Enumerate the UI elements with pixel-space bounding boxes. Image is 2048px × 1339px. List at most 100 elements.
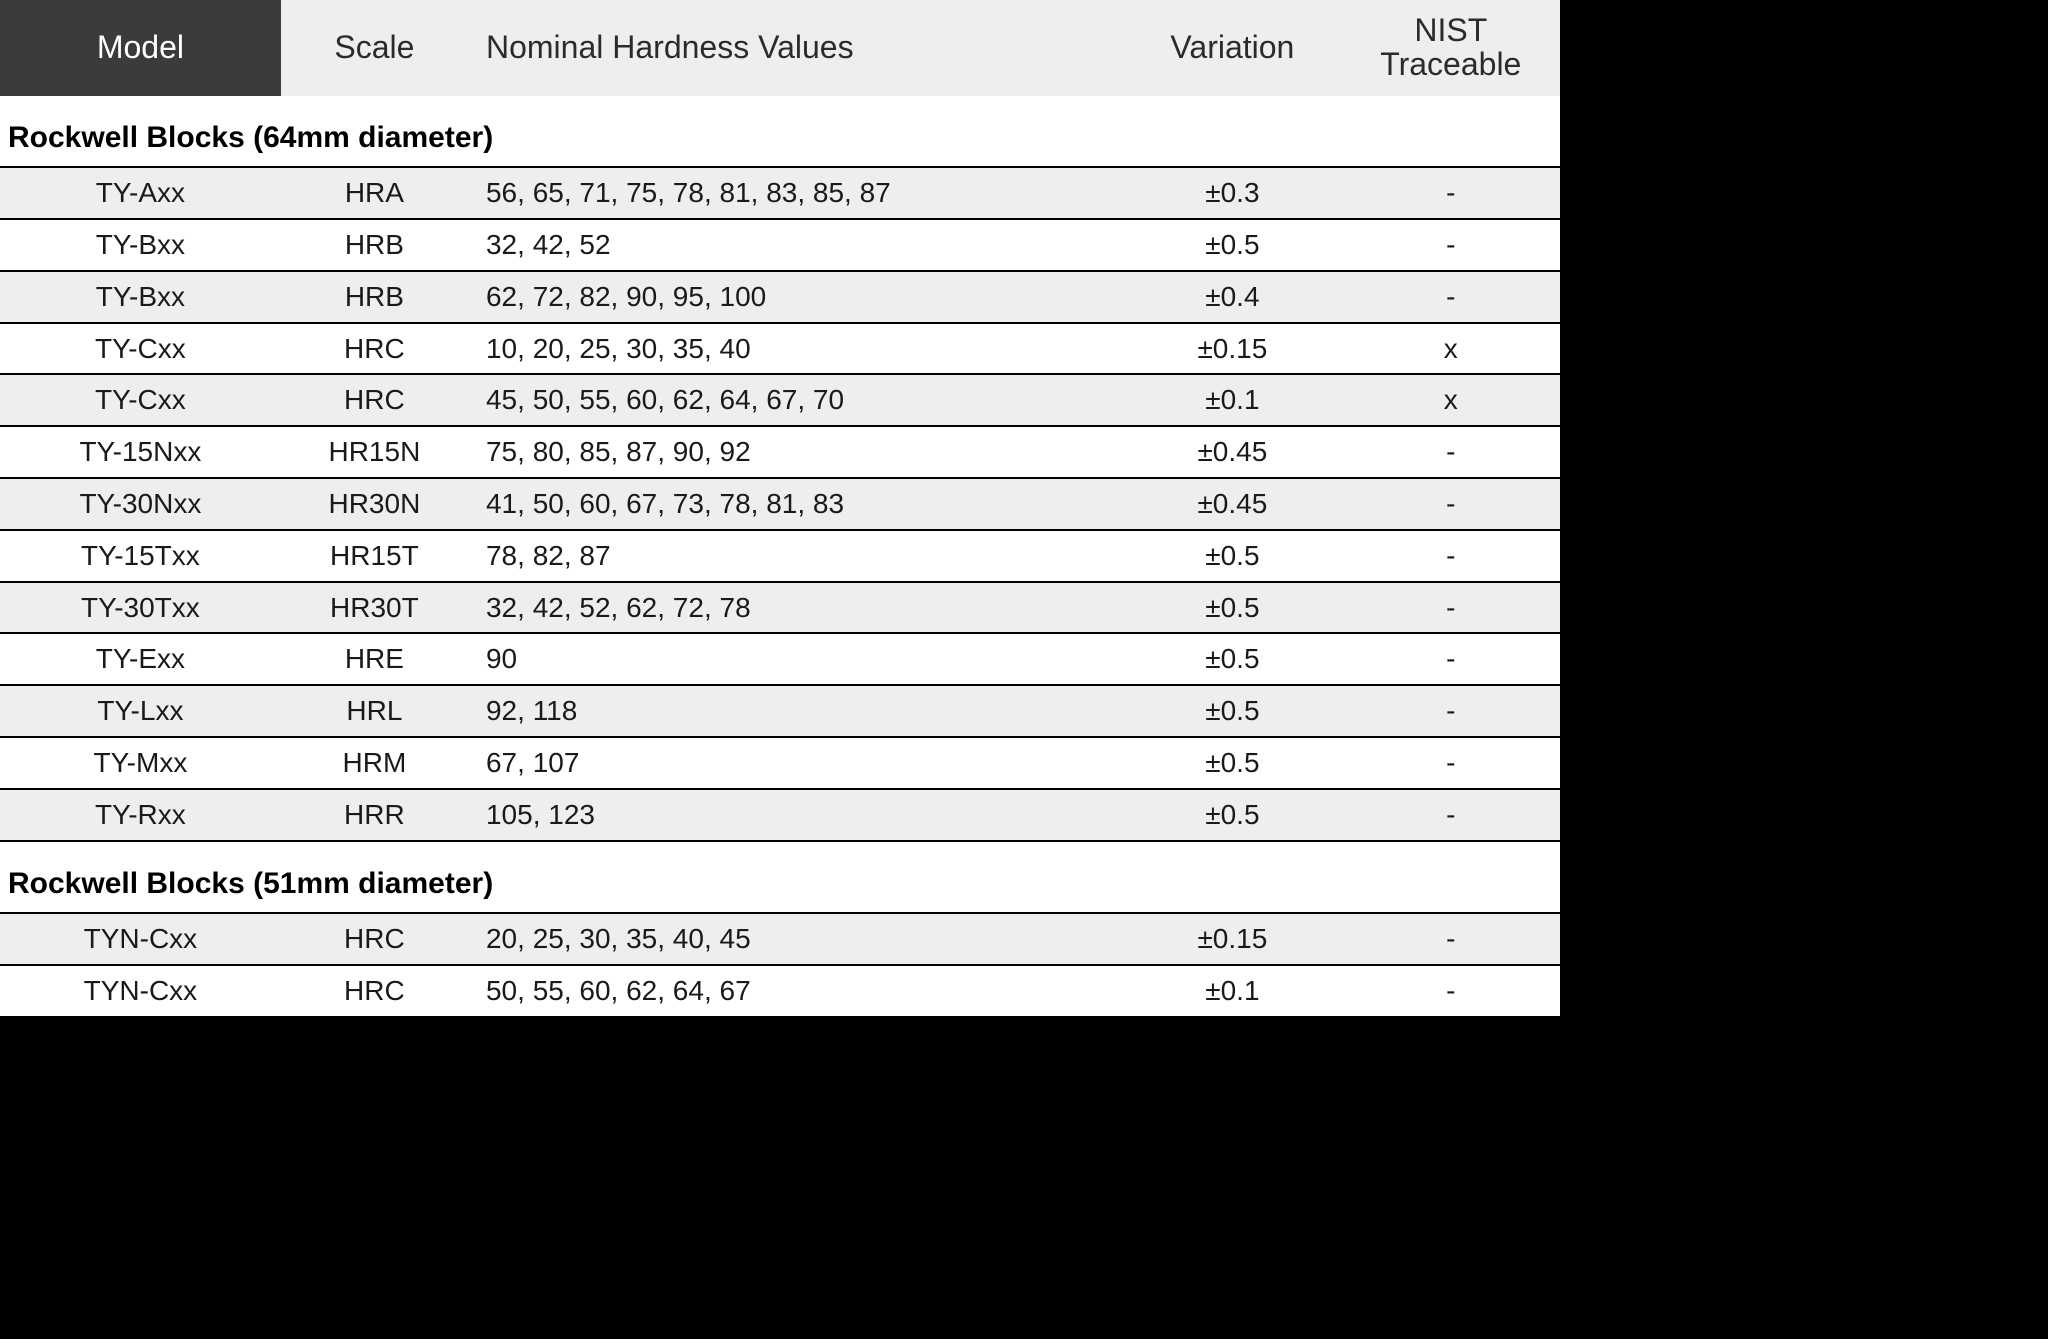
cell-scale: HRE [281, 634, 468, 686]
cell-model: TYN-Cxx [0, 966, 281, 1018]
cell-nist: - [1342, 583, 1560, 635]
cell-model: TY-30Txx [0, 583, 281, 635]
cell-nist: - [1342, 634, 1560, 686]
table-row: TY-15TxxHR15T78, 82, 87±0.5- [0, 531, 1560, 583]
table-row: TY-15NxxHR15N75, 80, 85, 87, 90, 92±0.45… [0, 427, 1560, 479]
table-row: TY-AxxHRA56, 65, 71, 75, 78, 81, 83, 85,… [0, 168, 1560, 220]
cell-model: TY-Cxx [0, 324, 281, 376]
cell-nist: - [1342, 531, 1560, 583]
cell-nist: - [1342, 914, 1560, 966]
cell-variation: ±0.1 [1123, 375, 1341, 427]
hardness-table-container: Model Scale Nominal Hardness Values Vari… [0, 0, 1560, 1018]
cell-values: 78, 82, 87 [468, 531, 1123, 583]
cell-scale: HRC [281, 914, 468, 966]
cell-model: TYN-Cxx [0, 914, 281, 966]
table-row: TY-CxxHRC45, 50, 55, 60, 62, 64, 67, 70±… [0, 375, 1560, 427]
cell-scale: HR30T [281, 583, 468, 635]
cell-values: 45, 50, 55, 60, 62, 64, 67, 70 [468, 375, 1123, 427]
cell-model: TY-Axx [0, 168, 281, 220]
col-header-scale: Scale [281, 0, 468, 96]
table-row: TY-BxxHRB62, 72, 82, 90, 95, 100±0.4- [0, 272, 1560, 324]
cell-variation: ±0.5 [1123, 583, 1341, 635]
cell-values: 75, 80, 85, 87, 90, 92 [468, 427, 1123, 479]
cell-scale: HRB [281, 220, 468, 272]
cell-values: 20, 25, 30, 35, 40, 45 [468, 914, 1123, 966]
cell-nist: x [1342, 375, 1560, 427]
cell-nist: - [1342, 738, 1560, 790]
cell-variation: ±0.5 [1123, 634, 1341, 686]
cell-values: 32, 42, 52 [468, 220, 1123, 272]
cell-scale: HRC [281, 966, 468, 1018]
cell-values: 90 [468, 634, 1123, 686]
table-row: TY-30NxxHR30N41, 50, 60, 67, 73, 78, 81,… [0, 479, 1560, 531]
table-row: TY-ExxHRE90±0.5- [0, 634, 1560, 686]
cell-variation: ±0.45 [1123, 427, 1341, 479]
cell-values: 67, 107 [468, 738, 1123, 790]
cell-values: 92, 118 [468, 686, 1123, 738]
cell-scale: HR15T [281, 531, 468, 583]
table-row: TYN-CxxHRC20, 25, 30, 35, 40, 45±0.15- [0, 914, 1560, 966]
cell-variation: ±0.15 [1123, 914, 1341, 966]
cell-scale: HRB [281, 272, 468, 324]
table-row: TY-RxxHRR105, 123±0.5- [0, 790, 1560, 842]
hardness-table: Model Scale Nominal Hardness Values Vari… [0, 0, 1560, 1018]
cell-variation: ±0.5 [1123, 790, 1341, 842]
cell-nist: - [1342, 220, 1560, 272]
cell-values: 56, 65, 71, 75, 78, 81, 83, 85, 87 [468, 168, 1123, 220]
section-title: Rockwell Blocks (64mm diameter) [0, 96, 1560, 169]
cell-values: 32, 42, 52, 62, 72, 78 [468, 583, 1123, 635]
cell-model: TY-Lxx [0, 686, 281, 738]
cell-model: TY-Cxx [0, 375, 281, 427]
cell-variation: ±0.45 [1123, 479, 1341, 531]
cell-values: 105, 123 [468, 790, 1123, 842]
cell-scale: HR15N [281, 427, 468, 479]
cell-scale: HRR [281, 790, 468, 842]
cell-nist: - [1342, 427, 1560, 479]
cell-nist: - [1342, 686, 1560, 738]
cell-variation: ±0.5 [1123, 738, 1341, 790]
section-title-row: Rockwell Blocks (64mm diameter) [0, 96, 1560, 169]
cell-scale: HRL [281, 686, 468, 738]
cell-model: TY-30Nxx [0, 479, 281, 531]
cell-model: TY-15Txx [0, 531, 281, 583]
cell-values: 10, 20, 25, 30, 35, 40 [468, 324, 1123, 376]
table-row: TY-30TxxHR30T32, 42, 52, 62, 72, 78±0.5- [0, 583, 1560, 635]
col-header-model: Model [0, 0, 281, 96]
cell-scale: HRC [281, 324, 468, 376]
cell-nist: - [1342, 966, 1560, 1018]
cell-model: TY-Bxx [0, 272, 281, 324]
cell-variation: ±0.15 [1123, 324, 1341, 376]
col-header-variation: Variation [1123, 0, 1341, 96]
cell-scale: HRC [281, 375, 468, 427]
cell-model: TY-Rxx [0, 790, 281, 842]
col-header-nist-line2: Traceable [1380, 46, 1521, 82]
table-row: TYN-CxxHRC50, 55, 60, 62, 64, 67±0.1- [0, 966, 1560, 1018]
cell-values: 62, 72, 82, 90, 95, 100 [468, 272, 1123, 324]
cell-variation: ±0.5 [1123, 686, 1341, 738]
table-header-row: Model Scale Nominal Hardness Values Vari… [0, 0, 1560, 96]
cell-scale: HR30N [281, 479, 468, 531]
section-title: Rockwell Blocks (51mm diameter) [0, 842, 1560, 915]
cell-nist: - [1342, 790, 1560, 842]
col-header-values: Nominal Hardness Values [468, 0, 1123, 96]
cell-values: 41, 50, 60, 67, 73, 78, 81, 83 [468, 479, 1123, 531]
cell-model: TY-Exx [0, 634, 281, 686]
cell-variation: ±0.1 [1123, 966, 1341, 1018]
cell-model: TY-Bxx [0, 220, 281, 272]
cell-variation: ±0.5 [1123, 220, 1341, 272]
cell-scale: HRA [281, 168, 468, 220]
table-body: Rockwell Blocks (64mm diameter)TY-AxxHRA… [0, 96, 1560, 1018]
cell-model: TY-15Nxx [0, 427, 281, 479]
table-row: TY-BxxHRB32, 42, 52±0.5- [0, 220, 1560, 272]
section-title-row: Rockwell Blocks (51mm diameter) [0, 842, 1560, 915]
cell-nist: - [1342, 168, 1560, 220]
cell-nist: - [1342, 272, 1560, 324]
cell-nist: - [1342, 479, 1560, 531]
cell-nist: x [1342, 324, 1560, 376]
cell-variation: ±0.5 [1123, 531, 1341, 583]
table-row: TY-LxxHRL92, 118±0.5- [0, 686, 1560, 738]
cell-variation: ±0.4 [1123, 272, 1341, 324]
col-header-nist-line1: NIST [1414, 12, 1487, 48]
table-row: TY-MxxHRM67, 107±0.5- [0, 738, 1560, 790]
cell-scale: HRM [281, 738, 468, 790]
